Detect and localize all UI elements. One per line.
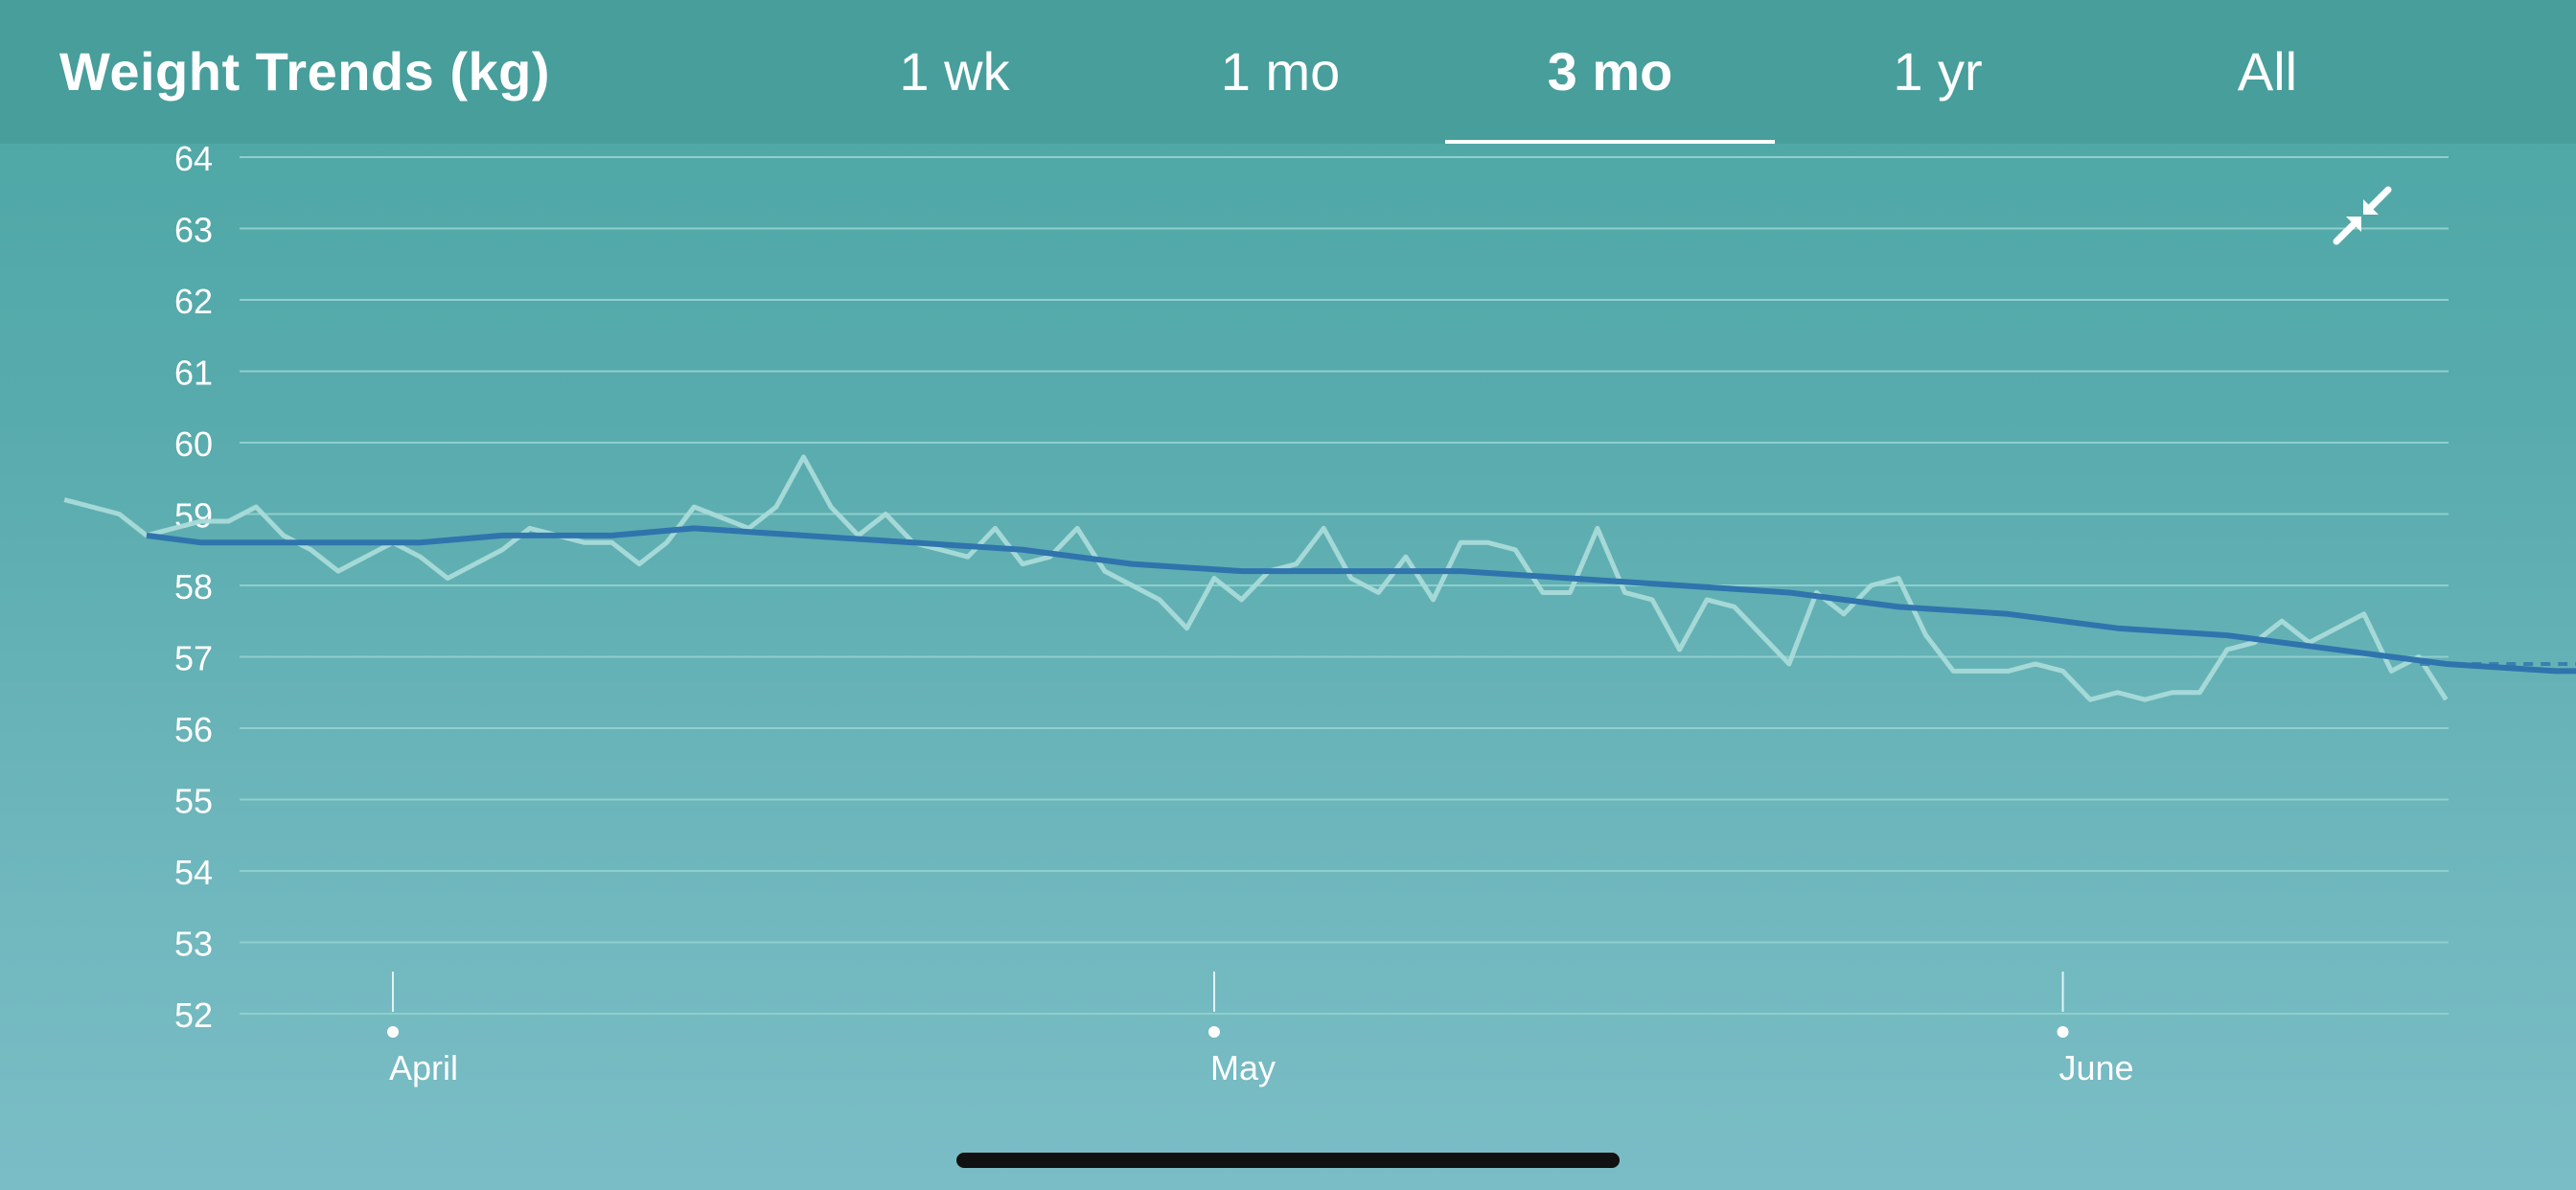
tab-1-week[interactable]: 1 wk [899,41,1010,102]
x-tick-label: June [2059,1048,2134,1087]
y-tick-label: 56 [174,710,213,749]
x-tick-label: May [1210,1048,1276,1087]
y-tick-label: 63 [174,211,213,250]
x-marker-dot [387,1026,399,1038]
y-tick-label: 52 [174,995,213,1035]
x-marker-dot [1208,1026,1220,1038]
y-tick-label: 59 [174,496,213,536]
tab-1-year[interactable]: 1 yr [1893,41,1983,102]
collapse-arrows-icon[interactable] [2329,182,2396,249]
x-tick-label: April [389,1048,458,1087]
tab-3-months[interactable]: 3 mo [1547,41,1673,102]
y-tick-label: 61 [174,354,213,393]
tab-all[interactable]: All [2237,41,2298,102]
y-tick-label: 55 [174,782,213,821]
y-tick-label: 53 [174,925,213,964]
y-tick-label: 62 [174,282,213,321]
top-bar: Weight Trends (kg) 1 wk 1 mo 3 mo 1 yr A… [0,0,2576,144]
active-tab-indicator [1445,140,1775,144]
tab-1-month[interactable]: 1 mo [1220,41,1341,102]
raw-weight-line [63,454,2449,702]
y-tick-label: 57 [174,639,213,678]
y-tick-label: 64 [174,139,213,178]
y-tick-label: 54 [174,853,213,892]
trend-line [146,525,2576,675]
page-title: Weight Trends (kg) [59,41,550,102]
y-tick-label: 60 [174,424,213,464]
home-indicator [956,1153,1620,1168]
x-marker-dot [2057,1026,2069,1038]
y-tick-label: 58 [174,567,213,606]
